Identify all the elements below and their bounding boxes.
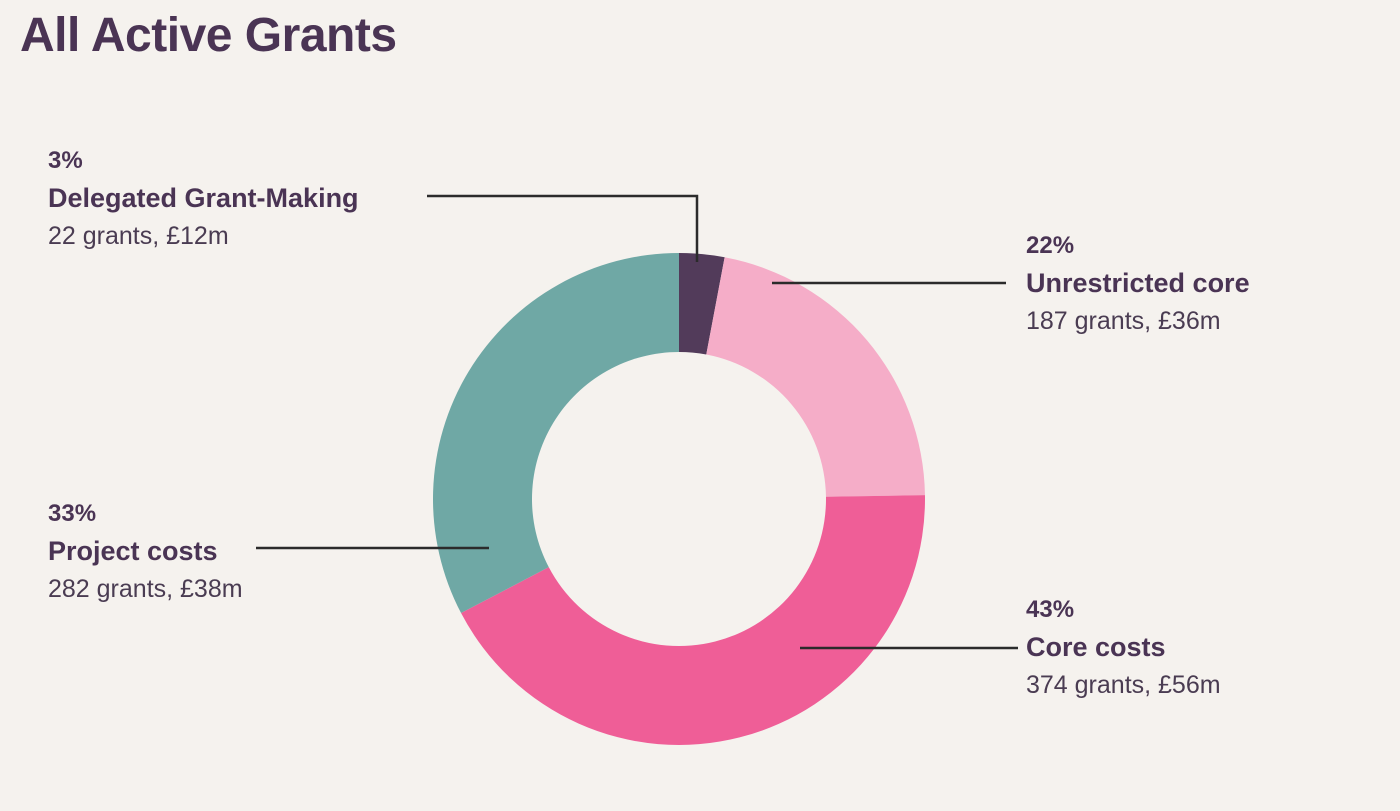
label-delegated-grant-making: 3% Delegated Grant-Making 22 grants, £12… [48,143,359,255]
slice-detail: 282 grants, £38m [48,575,243,603]
slice-project-costs [433,253,679,614]
slice-detail: 187 grants, £36m [1026,307,1221,335]
label-project-costs: 33% Project costs 282 grants, £38m [48,496,243,608]
leader-lines [256,194,1018,650]
slice-core-costs [461,495,925,745]
slice-percent: 43% [1026,596,1075,623]
chart-title: All Active Grants [20,9,397,62]
label-unrestricted-core: 22% Unrestricted core 187 grants, £36m [1026,228,1250,340]
slice-detail: 22 grants, £12m [48,222,229,250]
slice-name: Delegated Grant-Making [48,183,359,213]
slice-name: Core costs [1026,632,1166,662]
slice-percent: 3% [48,147,83,174]
label-core-costs: 43% Core costs 374 grants, £56m [1026,592,1221,704]
slice-name: Unrestricted core [1026,268,1250,298]
slice-delegated-grant-making [679,253,725,355]
slice-detail: 374 grants, £56m [1026,671,1221,699]
slice-unrestricted-core [706,257,925,497]
leader-delegated [427,194,699,262]
slice-percent: 33% [48,500,97,527]
slice-percent: 22% [1026,232,1075,259]
slice-name: Project costs [48,536,218,566]
donut-slices [433,253,925,745]
